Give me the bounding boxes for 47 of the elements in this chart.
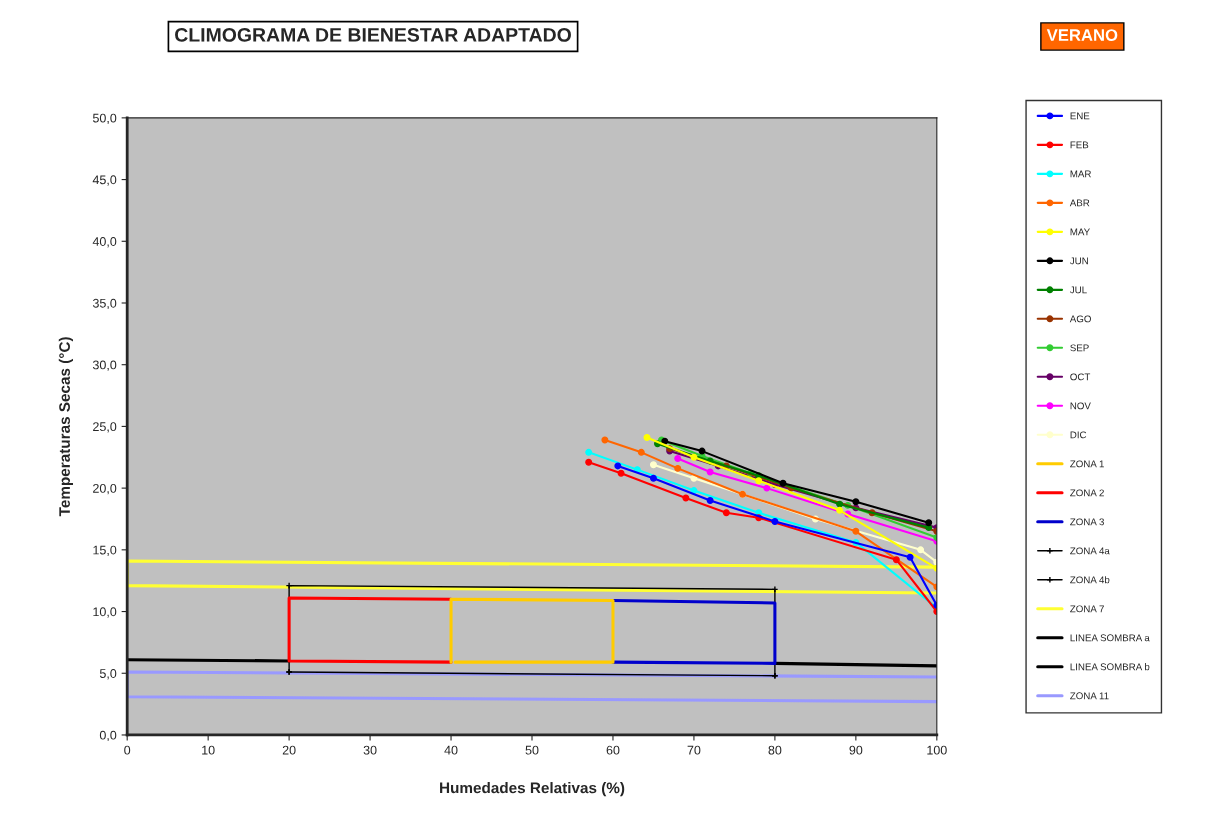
y-axis-title: Temperaturas Secas (°C) — [58, 337, 73, 517]
legend-label: ZONA 4a — [1070, 547, 1110, 555]
x-tick-label: 80 — [768, 745, 782, 755]
legend-label: LINEA SOMBRA b — [1070, 663, 1150, 671]
y-tick-label: 45,0 — [92, 175, 117, 186]
x-tick-label: 90 — [849, 745, 863, 755]
legend-label: AGO — [1069, 315, 1091, 323]
legend-label: ENE — [1070, 112, 1090, 120]
y-tick-label: 15,0 — [93, 545, 117, 556]
legend-label: MAR — [1070, 170, 1091, 178]
x-tick-label: 0 — [124, 745, 131, 755]
legend-label: ZONA 4b — [1070, 576, 1110, 584]
y-tick-label: 20,0 — [93, 483, 117, 495]
x-tick-label: 10 — [202, 745, 215, 755]
legend-label: ZONA 2 — [1070, 489, 1104, 497]
x-tick-label: 40 — [444, 745, 458, 755]
y-tick-label: 30,0 — [92, 360, 117, 371]
legend-label: SEP — [1070, 344, 1089, 352]
legend-label: ZONA 11 — [1070, 692, 1109, 700]
x-tick-label: 100 — [927, 745, 947, 755]
legend-label: LINEA SOMBRA a — [1070, 634, 1150, 642]
x-tick-label: 60 — [606, 745, 620, 755]
x-axis-title: Humedades Relativas (%) — [440, 782, 625, 797]
legend-label: ZONA 7 — [1070, 605, 1104, 613]
text: VERANO — [1046, 29, 1118, 41]
legend-label: ZONA 1 — [1070, 460, 1104, 468]
y-tick-label: 10,0 — [93, 607, 117, 618]
legend-label: OCT — [1070, 373, 1091, 381]
legend-label: FEB — [1070, 141, 1089, 149]
legend-label: DIC — [1070, 431, 1087, 439]
y-tick-label: 50,0 — [92, 113, 117, 124]
legend-label: MAY — [1070, 228, 1090, 236]
x-tick-label: 70 — [687, 745, 701, 755]
x-tick-label: 30 — [363, 745, 377, 755]
x-tick-label: 20 — [282, 745, 296, 755]
y-tick-label: 40,0 — [92, 237, 117, 248]
legend-label: JUN — [1069, 257, 1088, 265]
chart-title: CLIMOGRAMA DE BIENESTAR ADAPTADO — [175, 27, 571, 42]
y-tick-label: 0,0 — [99, 730, 117, 742]
legend-label: ABR — [1069, 199, 1090, 207]
y-tick-label: 5,0 — [99, 669, 117, 680]
legend-label: JUL — [1069, 286, 1087, 294]
legend-label: NOV — [1070, 402, 1091, 410]
legend-label: ZONA 3 — [1070, 518, 1104, 526]
x-tick-label: 50 — [525, 745, 539, 755]
y-tick-label: 25,0 — [93, 422, 117, 433]
y-tick-label: 35,0 — [92, 298, 117, 310]
